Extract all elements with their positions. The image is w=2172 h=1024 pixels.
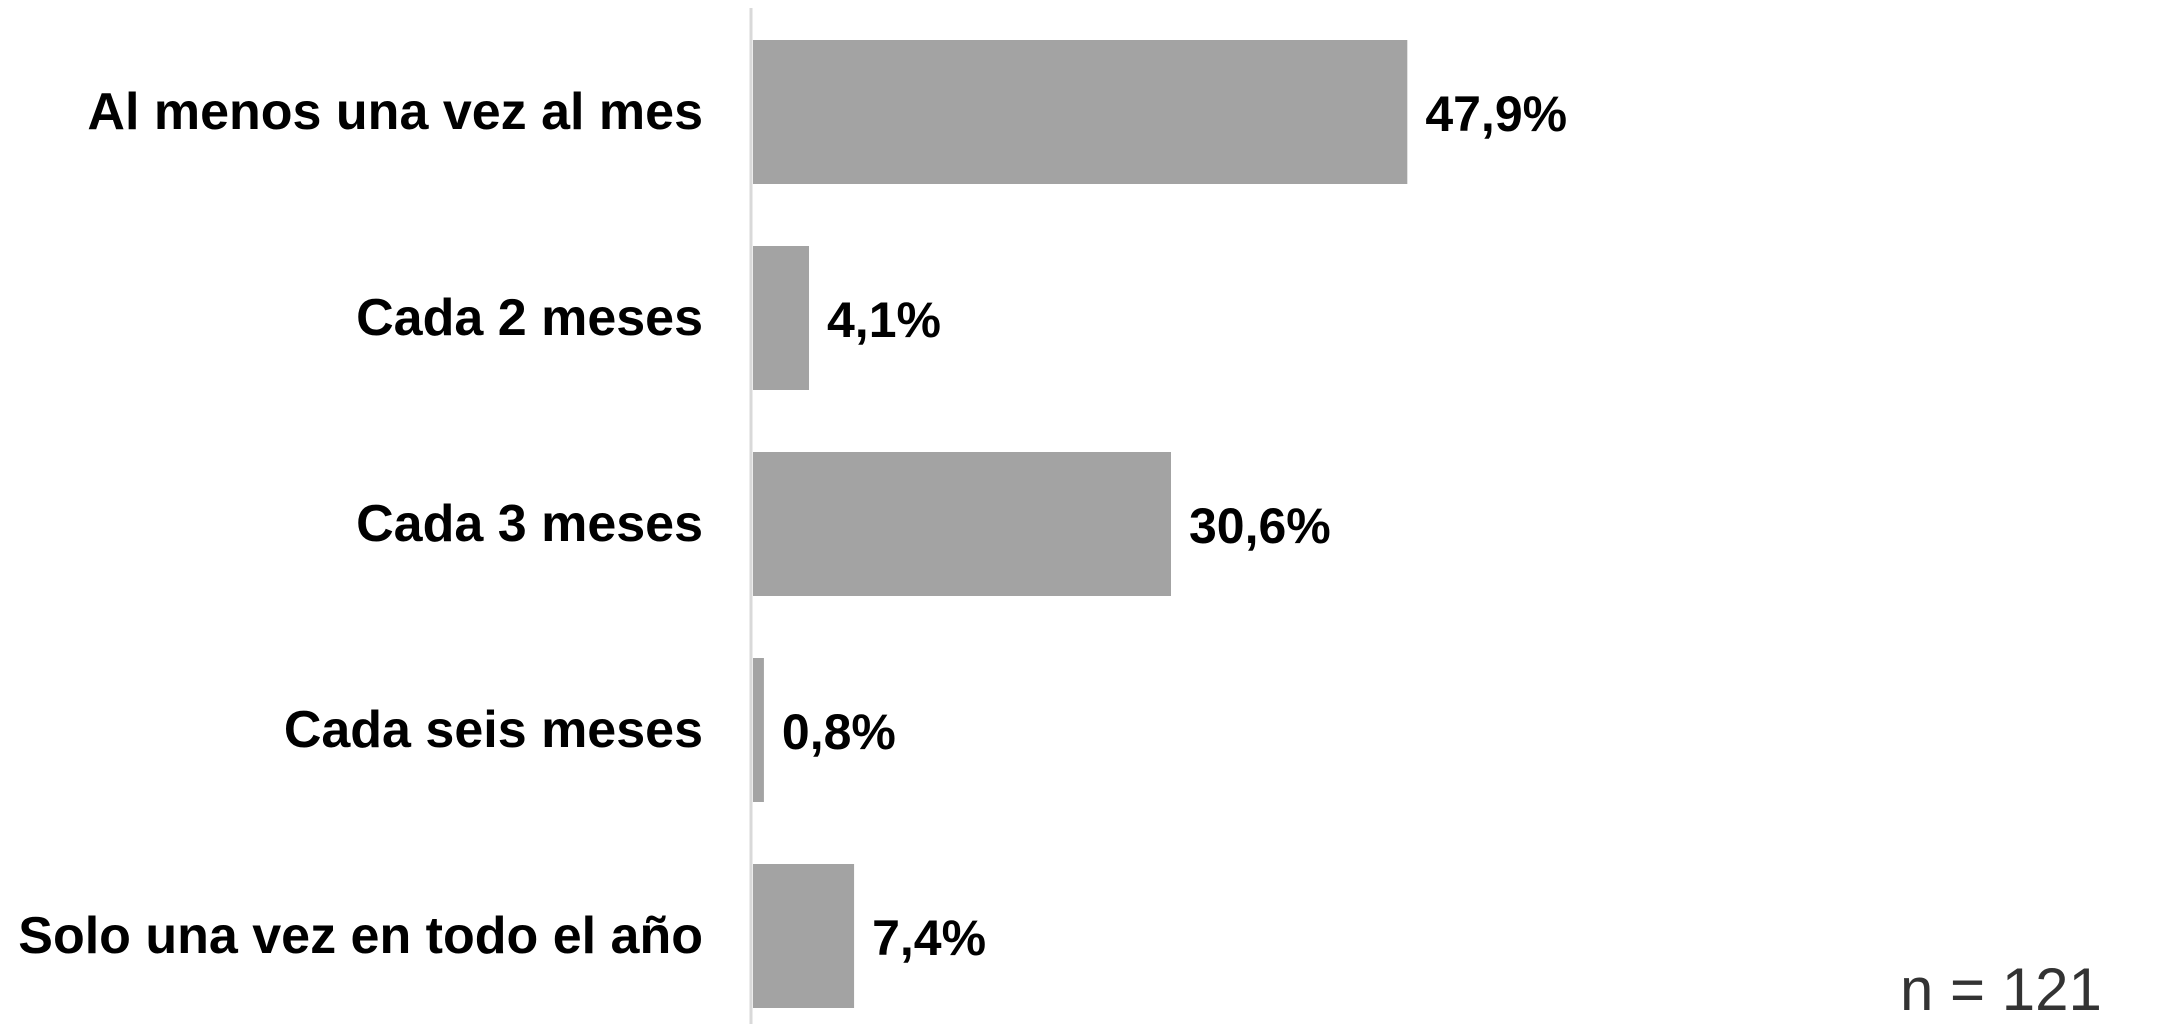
- bar-2: [753, 452, 1171, 596]
- bar-4: [753, 864, 855, 1008]
- bars-group: [753, 40, 1408, 1008]
- category-labels-group: Al menos una vez al mes Cada 2 meses Cada …: [18, 83, 703, 965]
- category-label-1: Cada 2 meses: [356, 289, 703, 347]
- bar-0: [753, 40, 1408, 184]
- category-label-0: Al menos una vez al mes: [87, 83, 703, 141]
- category-label-4: Solo una vez en todo el año: [18, 907, 703, 965]
- value-label-4: 7,4%: [872, 910, 986, 966]
- value-label-0: 47,9%: [1425, 86, 1567, 142]
- sample-size-note: n = 121: [1900, 956, 2102, 1023]
- bar-3: [753, 658, 764, 802]
- value-label-1: 4,1%: [827, 292, 941, 348]
- category-label-3: Cada seis meses: [284, 701, 703, 759]
- value-label-2: 30,6%: [1189, 498, 1331, 554]
- value-label-3: 0,8%: [782, 704, 896, 760]
- bar-1: [753, 246, 810, 390]
- category-label-2: Cada 3 meses: [356, 495, 703, 553]
- value-labels-group: 47,9% 4,1% 30,6% 0,8% 7,4%: [782, 86, 1567, 966]
